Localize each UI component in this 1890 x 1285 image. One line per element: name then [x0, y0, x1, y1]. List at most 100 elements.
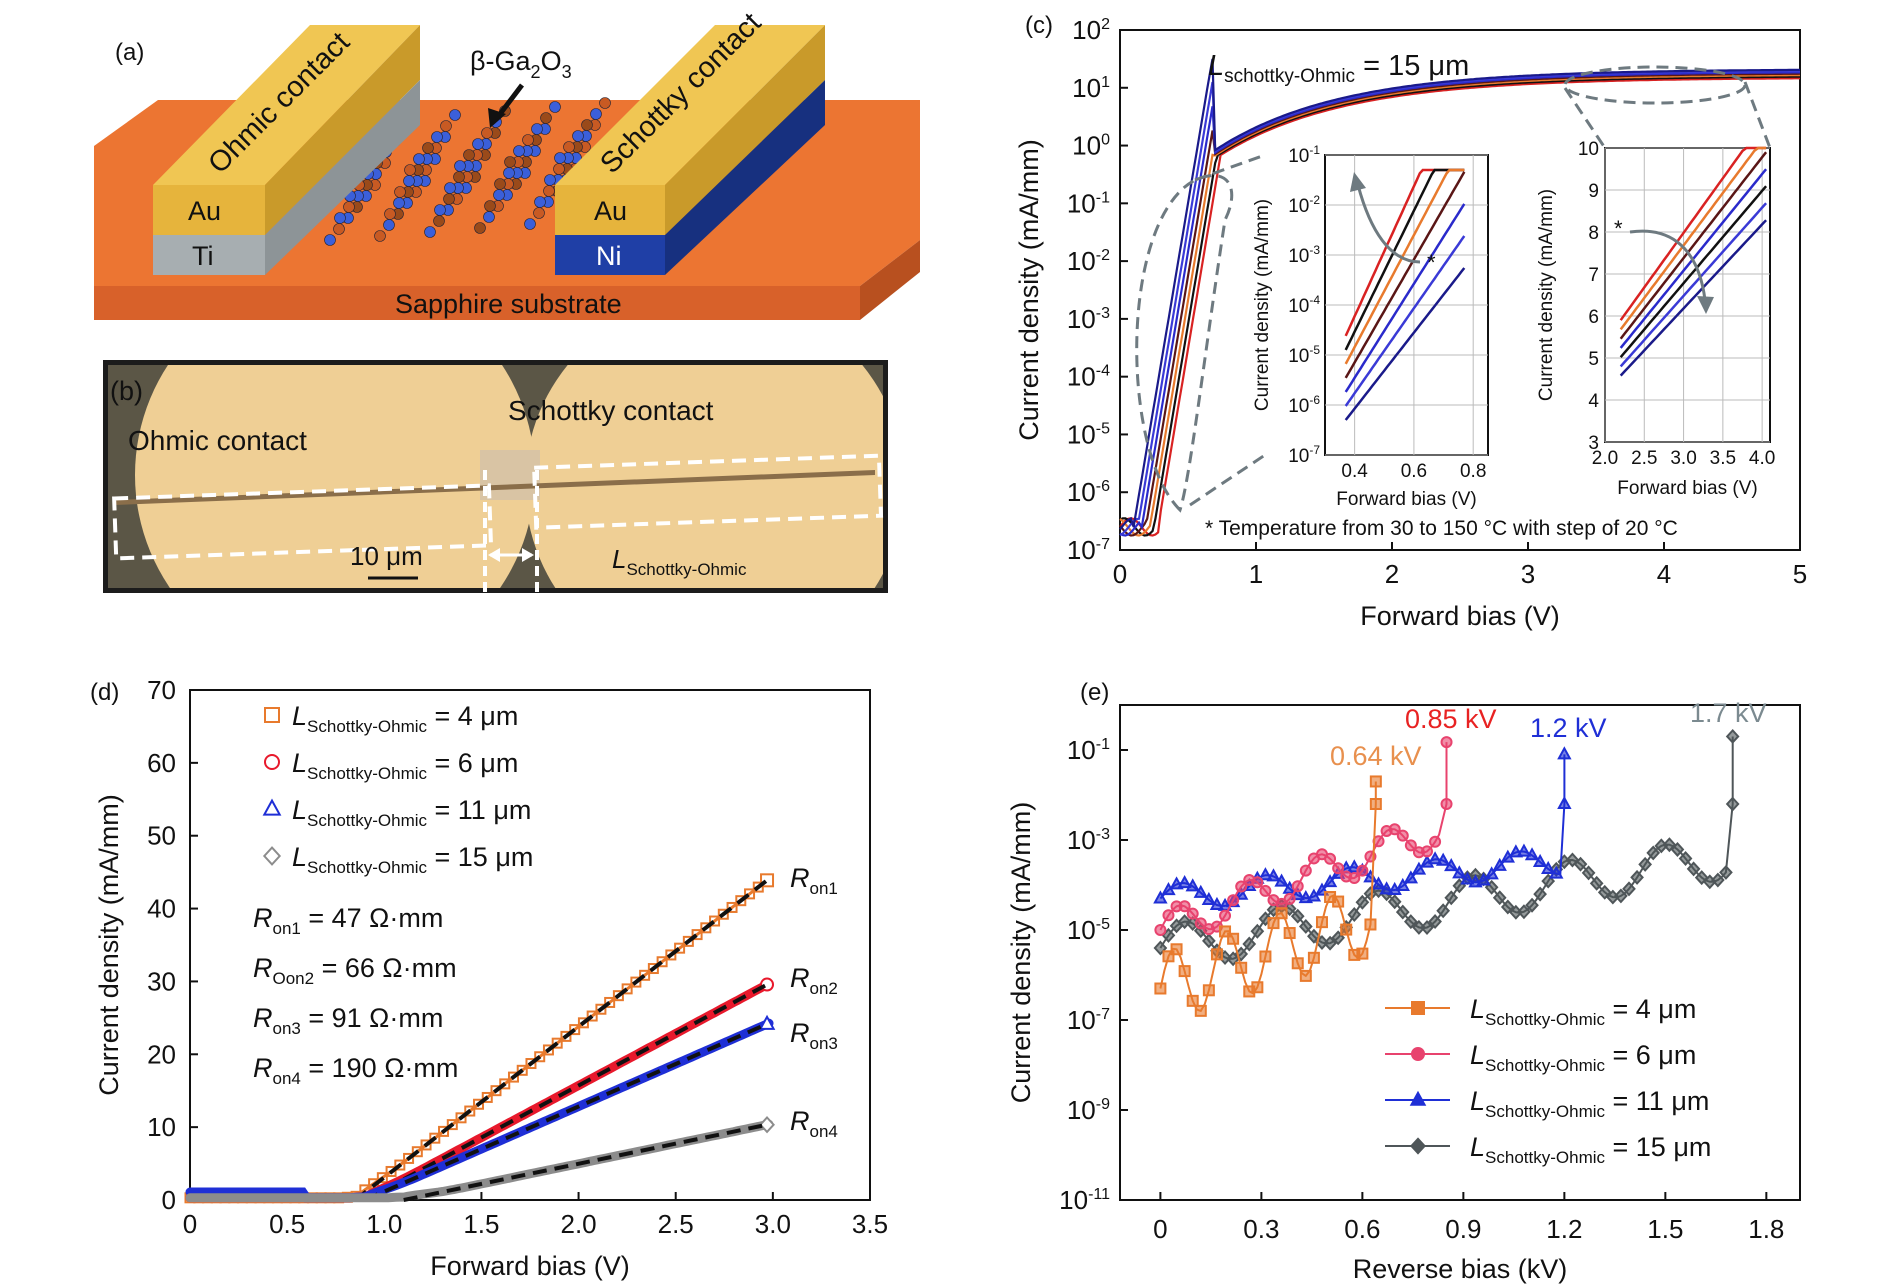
- e-series-marker: [1235, 880, 1248, 893]
- lattice-atom: [540, 112, 552, 124]
- panel-d-axes-frame: [189, 689, 871, 1201]
- lattice-atom: [494, 178, 506, 190]
- zoom-line-1b: [1189, 453, 1266, 507]
- d-y-tick-label: 60: [147, 748, 176, 778]
- e-series-marker: [1186, 907, 1199, 920]
- d-fit-line: [364, 1022, 768, 1202]
- gap-arrowhead-right: [522, 548, 534, 562]
- d-series-marker: [551, 1037, 563, 1049]
- d-x-tick-label: 3.0: [755, 1209, 791, 1239]
- d-series-marker: [621, 983, 633, 995]
- lattice-atom: [431, 131, 443, 143]
- d-series-marker: [726, 901, 738, 913]
- lattice-atom: [563, 141, 575, 153]
- d-x-tick-label: 1.5: [463, 1209, 499, 1239]
- panel-e: (e) 0 0.3 0.6 0.9 1.2 1.5 1.8 10-11 10-9 10-7 10-5…: [1006, 679, 1801, 1284]
- e-series-marker: [1420, 920, 1434, 935]
- lattice-atom: [334, 212, 346, 224]
- e-legend-marker: [1411, 1001, 1425, 1015]
- e-series-marker: [1573, 856, 1588, 872]
- e-series-marker: [1500, 899, 1515, 915]
- zoom-line-2a: [1563, 87, 1607, 149]
- lattice-atom: [472, 138, 484, 150]
- e-series-marker: [1283, 892, 1296, 905]
- d-series-band: [185, 1018, 774, 1203]
- lattice-atom: [549, 101, 561, 113]
- d-series-marker: [403, 1152, 415, 1164]
- e-series-marker: [1435, 852, 1451, 866]
- inset2-series-line: [1619, 185, 1768, 358]
- e-series-marker: [1686, 861, 1701, 877]
- lattice-atom: [513, 145, 525, 157]
- panel-b: (b) Ohmic contact Schottky contact 10 μm…: [103, 360, 888, 593]
- e-series-marker: [1233, 886, 1249, 900]
- d-x-tick-label: 3.5: [852, 1209, 888, 1239]
- e-series-marker: [1541, 860, 1556, 874]
- inset1-y-tick-label: 10-5: [1288, 343, 1320, 367]
- schottky-contact-side-ni: [665, 80, 825, 275]
- e-series-marker: [1678, 850, 1693, 866]
- d-series-marker: [709, 915, 721, 927]
- substrate-front-face: [94, 286, 860, 320]
- e-series-marker: [1340, 923, 1353, 936]
- e-series-marker: [1332, 895, 1345, 908]
- e-series-marker: [1355, 894, 1370, 910]
- inset2-y-tick-label: 9: [1588, 181, 1599, 202]
- ohmic-ti-layer: [153, 235, 265, 275]
- d-legend-label: LSchottky-Ohmic = 15 μm: [292, 842, 533, 877]
- lattice-atom: [454, 160, 466, 172]
- e-x-tick-label: 0.6: [1344, 1214, 1380, 1244]
- e-series-marker: [1404, 839, 1417, 852]
- c-x-tick-label: 3: [1521, 559, 1535, 589]
- e-x-axis-label: Reverse bias (kV): [1353, 1254, 1568, 1284]
- inset1-y-tick-label: 10-1: [1288, 143, 1320, 167]
- c-series-line: [1119, 71, 1800, 537]
- e-series-marker: [1290, 908, 1305, 924]
- panel-a: (a) Sapphire substrate Au Ti Ohmic conta…: [94, 7, 920, 320]
- lattice-atom: [474, 222, 486, 234]
- e-series-marker: [1630, 869, 1644, 885]
- d-series-marker: [429, 1132, 441, 1144]
- c-y-tick-label: 10-7: [1067, 535, 1110, 565]
- inset2-x-axis-label: Forward bias (V): [1617, 478, 1757, 499]
- inset2-y-tick-label: 7: [1588, 265, 1599, 286]
- e-series-marker: [1369, 775, 1382, 788]
- d-series-marker: [586, 1010, 598, 1022]
- e-series-marker: [1581, 865, 1596, 881]
- lattice-atom: [374, 230, 386, 242]
- d-y-tick-label: 50: [147, 821, 176, 851]
- inset2-x-tick-label: 4.0: [1749, 448, 1775, 469]
- e-series-marker: [1235, 961, 1248, 974]
- ohmic-dashed-box: [112, 483, 494, 561]
- d-series-marker: [525, 1058, 537, 1070]
- e-series-marker: [1275, 907, 1288, 920]
- c-y-tick-label: 10-6: [1067, 477, 1110, 507]
- lattice-atom: [533, 207, 545, 219]
- e-series-marker: [1274, 873, 1289, 887]
- e-legend-label: LSchottky-Ohmic = 15 μm: [1470, 1132, 1711, 1167]
- lattice-atom: [384, 208, 396, 220]
- e-series-marker: [1194, 1004, 1207, 1017]
- e-series-marker: [1589, 875, 1604, 891]
- c-series-line: [1119, 77, 1800, 537]
- d-y-tick-label: 70: [147, 675, 176, 705]
- lattice-atom: [453, 171, 465, 183]
- lattice-atom: [544, 174, 556, 186]
- d-ron-tag: Ron1: [790, 863, 838, 898]
- e-series-marker: [1670, 841, 1685, 857]
- d-series-marker: [411, 1146, 423, 1158]
- inset2-y-tick-label: 3: [1588, 433, 1599, 454]
- inset1-series-line: [1344, 267, 1466, 421]
- inset1-arrowhead: [1350, 172, 1366, 192]
- e-series-marker: [1427, 851, 1443, 865]
- e-series-marker: [1622, 881, 1636, 897]
- ohmic-contact-side-au: [265, 25, 420, 235]
- c-y-tick-label: 101: [1072, 73, 1110, 103]
- d-ron-value: Ron1 = 47 Ω·mm: [253, 903, 443, 938]
- d-x-tick-label: 1.0: [366, 1209, 402, 1239]
- d-legend-marker: [262, 798, 282, 816]
- d-fit-line: [363, 982, 768, 1202]
- e-series-marker: [1719, 864, 1733, 880]
- e-series-marker: [1429, 835, 1442, 848]
- e-series-marker: [1177, 875, 1192, 889]
